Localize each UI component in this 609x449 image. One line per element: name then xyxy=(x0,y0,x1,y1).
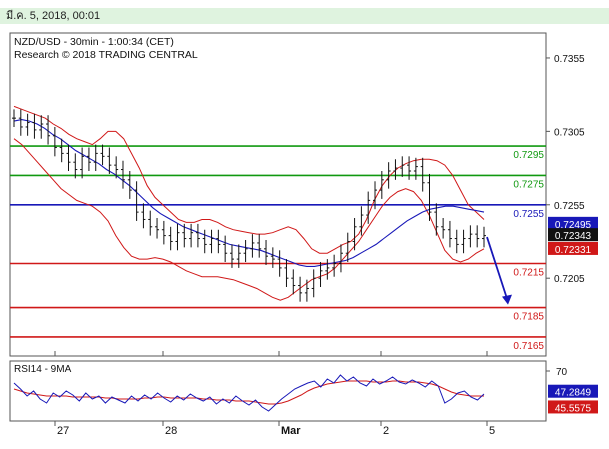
forecast-arrow-head xyxy=(502,294,512,305)
x-tick-label-1: 28 xyxy=(165,425,177,437)
price-badge-label-1: 0.72343 xyxy=(555,231,592,242)
date-text: มี.ค. 5, 2018, 00:01 xyxy=(6,10,101,22)
x-tick-label-0: 27 xyxy=(57,425,69,437)
level-label-1: 0.7275 xyxy=(513,179,544,190)
level-label-2: 0.7255 xyxy=(513,209,544,220)
rsi-line xyxy=(13,374,485,412)
rsi-badge-label-1: 45.5575 xyxy=(555,403,592,414)
price-badge-label-0: 0.72495 xyxy=(555,220,592,231)
price-badge-2 xyxy=(548,241,598,255)
rsi-panel-frame xyxy=(9,360,547,422)
moving-average-line xyxy=(13,119,485,267)
level-label-0: 0.7295 xyxy=(513,150,544,161)
x-tick-label-4: 5 xyxy=(489,425,495,437)
rsi-tick-label-0: 70 xyxy=(556,367,568,378)
x-tick-label-3: 2 xyxy=(383,425,389,437)
rsi-badge-1 xyxy=(548,400,598,414)
price-badge-0 xyxy=(548,216,598,230)
rsi-ma-line xyxy=(13,380,484,405)
level-label-4: 0.7185 xyxy=(513,312,544,323)
rsi-badge-label-0: 47.2849 xyxy=(555,388,592,399)
chart-subtitle: Research © 2018 TRADING CENTRAL xyxy=(14,49,198,61)
level-label-3: 0.7215 xyxy=(513,268,544,279)
y-tick-label-1: 0.7305 xyxy=(554,127,585,138)
y-tick-label-0: 0.7355 xyxy=(554,54,585,65)
price-badge-1 xyxy=(548,228,598,242)
y-tick-label-2: 0.7255 xyxy=(554,201,585,212)
rsi-title: RSI14 - 9MA xyxy=(14,364,72,375)
level-label-5: 0.7165 xyxy=(513,341,544,352)
main-panel-frame xyxy=(9,32,547,357)
x-tick-label-2: Mar xyxy=(281,425,301,437)
price-badge-label-2: 0.72331 xyxy=(555,245,592,256)
chart-title: NZD/USD - 30min - 1:00:34 (CET) xyxy=(14,36,174,48)
upper-band-line xyxy=(13,105,485,254)
forecast-arrow-shaft xyxy=(486,236,508,299)
y-tick-label-3: 0.7205 xyxy=(554,274,585,285)
rsi-badge-0 xyxy=(548,384,598,398)
lower-band-line xyxy=(13,138,485,301)
date-bar: มี.ค. 5, 2018, 00:01 xyxy=(0,8,609,24)
